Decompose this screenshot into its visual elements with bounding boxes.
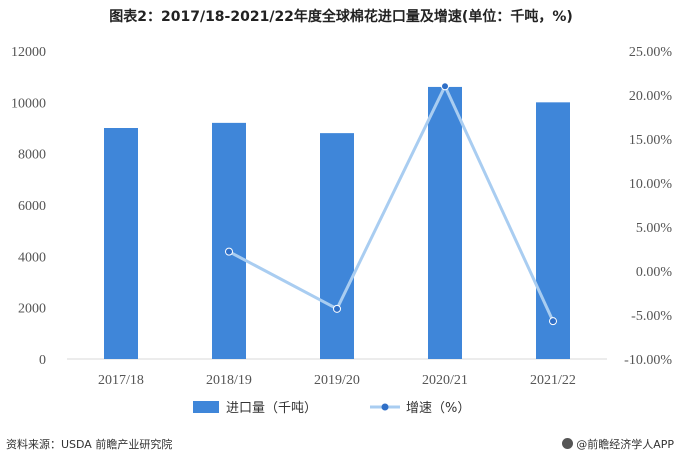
right-axis-ticks: -10.00% -5.00% 0.00% 5.00% 10.00% 15.00% 20.00… [624, 45, 672, 368]
right-tick-label: 5.00% [636, 221, 673, 236]
x-tick-label: 2019/20 [314, 373, 360, 388]
legend: 进口量（千吨） 增速（%） [193, 401, 470, 416]
brand-logo-icon [562, 438, 574, 449]
left-tick-label: 12000 [11, 45, 46, 60]
right-tick-label: 15.00% [629, 133, 673, 148]
line-series [225, 82, 557, 326]
bar [104, 128, 138, 359]
left-tick-label: 10000 [11, 96, 46, 111]
x-tick-label: 2021/22 [530, 373, 576, 388]
right-tick-label: 25.00% [629, 45, 673, 60]
left-tick-label: 6000 [18, 199, 46, 214]
brand-credit-text: @前瞻经济学人APP [576, 438, 674, 451]
right-tick-label: 10.00% [629, 177, 673, 192]
left-tick-label: 4000 [18, 250, 46, 265]
left-tick-label: 8000 [18, 148, 46, 163]
line-point [225, 247, 233, 256]
bar [320, 133, 354, 359]
left-tick-label: 0 [39, 353, 46, 368]
chart-title: 图表2：2017/18-2021/22年度全球棉花进口量及增速(单位：千吨，%) [109, 9, 573, 25]
growth-line [228, 84, 555, 322]
brand-credit: @前瞻经济学人APP [562, 436, 674, 452]
bar [212, 122, 246, 359]
x-tick-label: 2020/21 [422, 373, 468, 388]
legend-line-label: 增速（%） [406, 401, 470, 416]
x-tick-label: 2017/18 [98, 373, 144, 388]
right-tick-label: 0.00% [636, 265, 673, 280]
right-tick-label: 20.00% [629, 89, 673, 104]
left-axis-ticks: 0 2000 4000 6000 8000 10000 12000 [11, 45, 46, 368]
x-tick-label: 2018/19 [206, 373, 252, 388]
x-axis-ticks: 2017/18 2018/19 2019/20 2020/21 2021/22 [98, 373, 576, 388]
line-point [441, 82, 449, 91]
line-point [549, 317, 557, 326]
right-tick-label: -10.00% [624, 353, 672, 368]
legend-bar-swatch [193, 401, 219, 413]
bar-series [104, 86, 570, 359]
left-tick-label: 2000 [18, 302, 46, 317]
legend-line-marker [381, 403, 389, 411]
source-note: 资料来源：USDA 前瞻产业研究院 [6, 438, 173, 451]
bar [536, 102, 570, 359]
legend-bar-label: 进口量（千吨） [226, 401, 317, 416]
bar [428, 86, 462, 359]
line-point [333, 304, 341, 313]
right-tick-label: -5.00% [631, 309, 672, 324]
